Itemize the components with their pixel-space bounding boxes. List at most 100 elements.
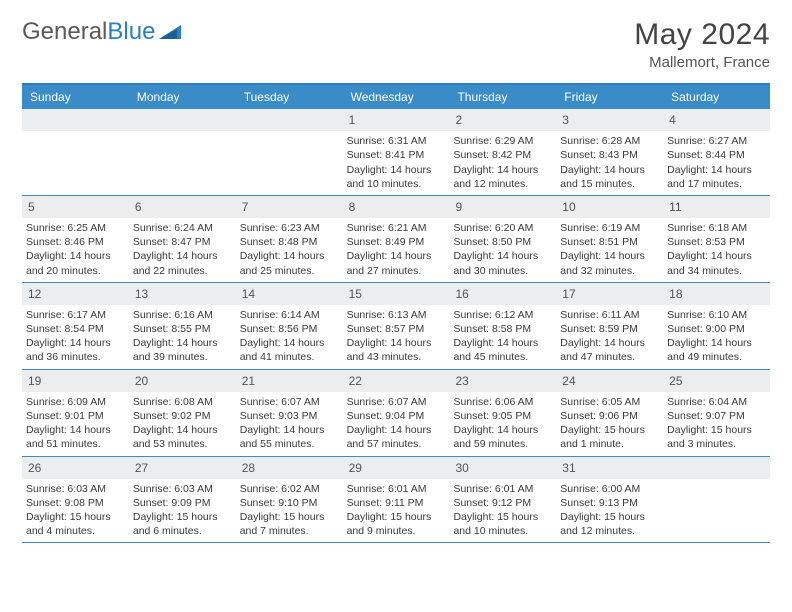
day-cell: 2Sunrise: 6:29 AMSunset: 8:42 PMDaylight… (449, 109, 556, 195)
sunrise-text: Sunrise: 6:16 AM (133, 308, 232, 322)
day-header: Wednesday (343, 85, 450, 109)
day-number: 4 (663, 109, 770, 131)
day-details: Sunrise: 6:01 AMSunset: 9:12 PMDaylight:… (449, 479, 556, 543)
day-number (22, 109, 129, 131)
day-number (663, 457, 770, 479)
sunrise-text: Sunrise: 6:08 AM (133, 395, 232, 409)
sunset-text: Sunset: 8:48 PM (240, 235, 339, 249)
sunrise-text: Sunrise: 6:01 AM (453, 482, 552, 496)
sunset-text: Sunset: 8:55 PM (133, 322, 232, 336)
day-cell: 19Sunrise: 6:09 AMSunset: 9:01 PMDayligh… (22, 370, 129, 456)
day-number: 1 (343, 109, 450, 131)
sunset-text: Sunset: 8:46 PM (26, 235, 125, 249)
day-cell: 11Sunrise: 6:18 AMSunset: 8:53 PMDayligh… (663, 196, 770, 282)
day-details: Sunrise: 6:16 AMSunset: 8:55 PMDaylight:… (129, 305, 236, 369)
day-details: Sunrise: 6:07 AMSunset: 9:04 PMDaylight:… (343, 392, 450, 456)
page-header: GeneralBlue May 2024 Mallemort, France (22, 18, 770, 71)
sunset-text: Sunset: 9:10 PM (240, 496, 339, 510)
day-cell: 6Sunrise: 6:24 AMSunset: 8:47 PMDaylight… (129, 196, 236, 282)
day-cell: 25Sunrise: 6:04 AMSunset: 9:07 PMDayligh… (663, 370, 770, 456)
day-cell: 10Sunrise: 6:19 AMSunset: 8:51 PMDayligh… (556, 196, 663, 282)
daylight-text: Daylight: 15 hours and 7 minutes. (240, 510, 339, 538)
day-details: Sunrise: 6:23 AMSunset: 8:48 PMDaylight:… (236, 218, 343, 282)
week-row: 5Sunrise: 6:25 AMSunset: 8:46 PMDaylight… (22, 196, 770, 283)
day-cell: 16Sunrise: 6:12 AMSunset: 8:58 PMDayligh… (449, 283, 556, 369)
sunset-text: Sunset: 8:54 PM (26, 322, 125, 336)
day-details: Sunrise: 6:28 AMSunset: 8:43 PMDaylight:… (556, 131, 663, 195)
daylight-text: Daylight: 15 hours and 10 minutes. (453, 510, 552, 538)
day-number: 16 (449, 283, 556, 305)
sunrise-text: Sunrise: 6:31 AM (347, 134, 446, 148)
sunset-text: Sunset: 8:56 PM (240, 322, 339, 336)
daylight-text: Daylight: 15 hours and 3 minutes. (667, 423, 766, 451)
day-number: 11 (663, 196, 770, 218)
day-cell: 13Sunrise: 6:16 AMSunset: 8:55 PMDayligh… (129, 283, 236, 369)
daylight-text: Daylight: 14 hours and 25 minutes. (240, 249, 339, 277)
day-details: Sunrise: 6:31 AMSunset: 8:41 PMDaylight:… (343, 131, 450, 195)
day-number: 12 (22, 283, 129, 305)
day-details: Sunrise: 6:17 AMSunset: 8:54 PMDaylight:… (22, 305, 129, 369)
day-cell: 8Sunrise: 6:21 AMSunset: 8:49 PMDaylight… (343, 196, 450, 282)
daylight-text: Daylight: 14 hours and 17 minutes. (667, 163, 766, 191)
day-details: Sunrise: 6:29 AMSunset: 8:42 PMDaylight:… (449, 131, 556, 195)
day-details: Sunrise: 6:06 AMSunset: 9:05 PMDaylight:… (449, 392, 556, 456)
day-header: Sunday (22, 85, 129, 109)
day-number: 2 (449, 109, 556, 131)
sunrise-text: Sunrise: 6:07 AM (240, 395, 339, 409)
sunrise-text: Sunrise: 6:07 AM (347, 395, 446, 409)
sunset-text: Sunset: 9:13 PM (560, 496, 659, 510)
day-cell: 4Sunrise: 6:27 AMSunset: 8:44 PMDaylight… (663, 109, 770, 195)
daylight-text: Daylight: 14 hours and 49 minutes. (667, 336, 766, 364)
sunrise-text: Sunrise: 6:20 AM (453, 221, 552, 235)
sunrise-text: Sunrise: 6:25 AM (26, 221, 125, 235)
day-details: Sunrise: 6:01 AMSunset: 9:11 PMDaylight:… (343, 479, 450, 543)
sunset-text: Sunset: 8:51 PM (560, 235, 659, 249)
sunrise-text: Sunrise: 6:14 AM (240, 308, 339, 322)
day-number: 29 (343, 457, 450, 479)
day-cell: 9Sunrise: 6:20 AMSunset: 8:50 PMDaylight… (449, 196, 556, 282)
location: Mallemort, France (634, 54, 770, 71)
week-row: 26Sunrise: 6:03 AMSunset: 9:08 PMDayligh… (22, 457, 770, 544)
day-number: 8 (343, 196, 450, 218)
day-cell: 17Sunrise: 6:11 AMSunset: 8:59 PMDayligh… (556, 283, 663, 369)
daylight-text: Daylight: 15 hours and 4 minutes. (26, 510, 125, 538)
day-cell: 23Sunrise: 6:06 AMSunset: 9:05 PMDayligh… (449, 370, 556, 456)
sunrise-text: Sunrise: 6:03 AM (26, 482, 125, 496)
sunset-text: Sunset: 9:11 PM (347, 496, 446, 510)
day-cell: 30Sunrise: 6:01 AMSunset: 9:12 PMDayligh… (449, 457, 556, 543)
sunset-text: Sunset: 8:50 PM (453, 235, 552, 249)
sunrise-text: Sunrise: 6:09 AM (26, 395, 125, 409)
day-number: 18 (663, 283, 770, 305)
day-number: 30 (449, 457, 556, 479)
daylight-text: Daylight: 14 hours and 20 minutes. (26, 249, 125, 277)
sunrise-text: Sunrise: 6:21 AM (347, 221, 446, 235)
weeks-container: 1Sunrise: 6:31 AMSunset: 8:41 PMDaylight… (22, 109, 770, 543)
sunset-text: Sunset: 9:09 PM (133, 496, 232, 510)
day-number: 5 (22, 196, 129, 218)
day-cell: 15Sunrise: 6:13 AMSunset: 8:57 PMDayligh… (343, 283, 450, 369)
sunrise-text: Sunrise: 6:18 AM (667, 221, 766, 235)
day-number: 13 (129, 283, 236, 305)
day-cell (22, 109, 129, 195)
day-number: 20 (129, 370, 236, 392)
daylight-text: Daylight: 14 hours and 45 minutes. (453, 336, 552, 364)
day-number (236, 109, 343, 131)
daylight-text: Daylight: 14 hours and 22 minutes. (133, 249, 232, 277)
day-cell: 5 Sunrise: 6:25 AMSunset: 8:46 PMDaylight… (22, 196, 129, 282)
sunset-text: Sunset: 9:00 PM (667, 322, 766, 336)
day-details: Sunrise: 6:07 AMSunset: 9:03 PMDaylight:… (236, 392, 343, 456)
daylight-text: Daylight: 14 hours and 36 minutes. (26, 336, 125, 364)
week-row: 19Sunrise: 6:09 AMSunset: 9:01 PMDayligh… (22, 370, 770, 457)
day-header: Saturday (663, 85, 770, 109)
day-cell: 3Sunrise: 6:28 AMSunset: 8:43 PMDaylight… (556, 109, 663, 195)
sunset-text: Sunset: 9:06 PM (560, 409, 659, 423)
sunrise-text: Sunrise: 6:27 AM (667, 134, 766, 148)
day-details: Sunrise: 6:10 AMSunset: 9:00 PMDaylight:… (663, 305, 770, 369)
sunset-text: Sunset: 9:02 PM (133, 409, 232, 423)
daylight-text: Daylight: 15 hours and 9 minutes. (347, 510, 446, 538)
sunrise-text: Sunrise: 6:05 AM (560, 395, 659, 409)
day-header: Thursday (449, 85, 556, 109)
day-number: 21 (236, 370, 343, 392)
daylight-text: Daylight: 14 hours and 41 minutes. (240, 336, 339, 364)
sunrise-text: Sunrise: 6:12 AM (453, 308, 552, 322)
